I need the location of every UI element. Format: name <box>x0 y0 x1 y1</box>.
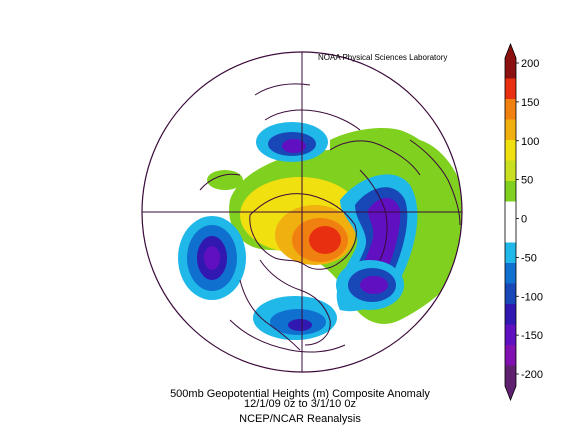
colorbar-segment <box>505 119 516 141</box>
colorbar-segment <box>505 283 516 305</box>
colorbar-segment <box>505 58 516 79</box>
anomaly-positive-red <box>309 226 341 254</box>
caption-dates: 12/1/09 0z to 3/1/10 0z <box>244 398 356 410</box>
anomaly-negative-north-pacific <box>178 216 246 300</box>
colorbar-segment <box>505 160 516 182</box>
anomaly-positive-northeast-band <box>330 128 462 210</box>
map-disk-outline <box>141 51 463 373</box>
colorbar-bottom-arrow <box>505 386 516 400</box>
caption-title: 500mb Geopotential Heights (m) Composite… <box>170 388 430 400</box>
colorbar-segment <box>505 222 516 243</box>
colorbar-segment <box>505 99 516 120</box>
colorbar-tick-label: -200 <box>521 369 543 381</box>
colorbar-segment <box>505 304 516 325</box>
caption-source: NCEP/NCAR Reanalysis <box>239 413 361 425</box>
colorbar-segment <box>505 324 516 346</box>
polar-map <box>141 51 463 373</box>
colorbar-tick-label: 200 <box>521 58 539 70</box>
colorbar-outline <box>504 42 517 402</box>
colorbar-tick-label: 150 <box>521 97 539 109</box>
colorbar-segment <box>505 78 516 100</box>
anomaly-negative-atlantic-south <box>336 260 404 310</box>
colorbar-segment <box>505 365 516 387</box>
anomaly-negative-siberia <box>256 122 328 162</box>
colorbar-segment <box>505 201 516 223</box>
anomaly-negative-east-us <box>253 296 337 340</box>
colorbar-tick-label: -150 <box>521 330 543 342</box>
colorbar-segment <box>505 263 516 284</box>
colorbar-tick-label: -100 <box>521 291 543 303</box>
colorbar: 200 150 100 50 0 -50 -100 -150 -200 <box>504 42 543 402</box>
colorbar-segment <box>505 345 516 366</box>
colorbar-tick-label: 100 <box>521 136 539 148</box>
anomaly-positive-north-pacific-blob <box>207 170 243 190</box>
anomaly-shading <box>142 52 462 372</box>
colorbar-segment <box>505 181 516 202</box>
colorbar-top-arrow <box>505 44 516 58</box>
colorbar-tick-label: -50 <box>521 252 537 264</box>
credit-label: NOAA Physical Sciences Laboratory <box>318 53 448 62</box>
colorbar-segment <box>505 242 516 264</box>
colorbar-tick-label: 50 <box>521 175 533 187</box>
colorbar-segment <box>505 140 516 161</box>
colorbar-tick-label: 0 <box>521 214 527 226</box>
